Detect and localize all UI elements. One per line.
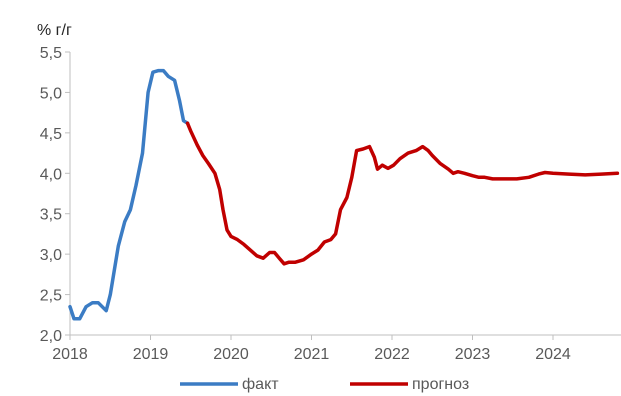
series-lines: [68, 68, 620, 321]
y-tick-label: 2,5: [40, 288, 62, 305]
series-line-forecast: [185, 121, 620, 266]
x-tick-label: 2023: [455, 346, 491, 363]
x-tick-label: 2020: [213, 346, 249, 363]
y-tick-label: 5,0: [40, 85, 62, 102]
x-tick-label: 2024: [535, 346, 571, 363]
y-tick-label: 4,5: [40, 126, 62, 143]
y-axis-title: % г/г: [37, 22, 72, 39]
y-tick-label: 4,0: [40, 166, 62, 183]
x-tick-label: 2019: [133, 346, 169, 363]
x-tick-label: 2021: [294, 346, 330, 363]
x-tick-label: 2018: [52, 346, 88, 363]
y-tick-label: 2,0: [40, 328, 62, 345]
legend: факт прогноз: [180, 376, 469, 393]
legend-label-forecast: прогноз: [412, 376, 469, 393]
x-tick-label: 2022: [374, 346, 410, 363]
axes: 2,0 2,5 3,0 3,5 4,0 4,5 5,0 5,5 2018 2019 2020 2021…: [40, 45, 621, 363]
y-tick-label: 3,5: [40, 207, 62, 224]
y-tick-label: 3,0: [40, 247, 62, 264]
legend-label-fact: факт: [242, 376, 279, 393]
y-tick-label: 5,5: [40, 45, 62, 62]
series-line-fact: [68, 68, 190, 321]
